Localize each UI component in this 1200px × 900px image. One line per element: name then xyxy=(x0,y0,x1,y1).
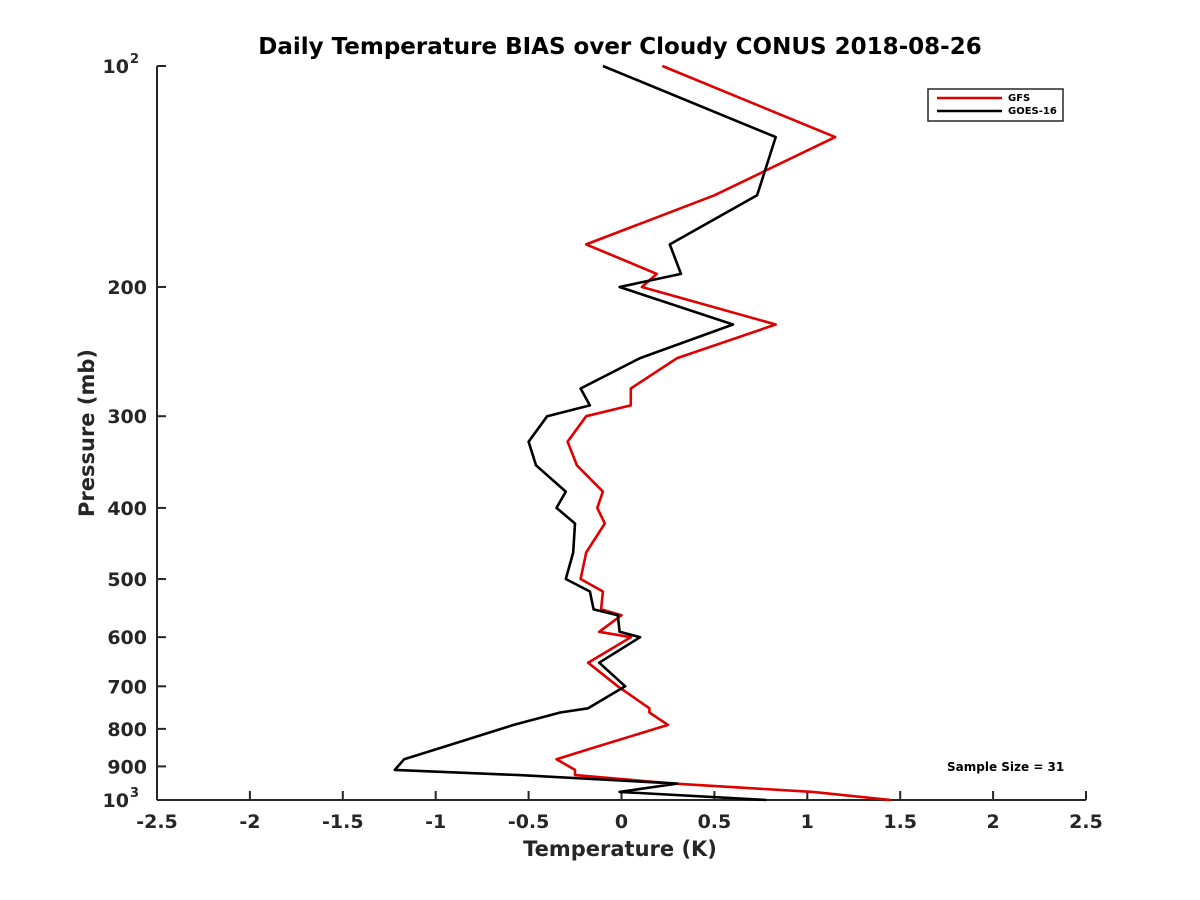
y-tick-label-power-base: 10 xyxy=(103,790,129,812)
y-tick-label-power-base: 10 xyxy=(103,56,129,78)
x-tick-label: -1.5 xyxy=(322,811,364,833)
legend-box xyxy=(927,88,1064,122)
y-tick-label: 800 xyxy=(107,719,147,741)
y-tick-label: 600 xyxy=(107,627,147,649)
y-tick-label: 900 xyxy=(107,756,147,778)
y-tick-label-power-exp: 3 xyxy=(130,786,139,801)
x-tick-label: 0.5 xyxy=(698,811,732,833)
y-tick-label: 400 xyxy=(107,498,147,520)
chart-title: Daily Temperature BIAS over Cloudy CONUS… xyxy=(258,34,981,60)
legend: GFS GOES-16 xyxy=(927,88,1064,122)
legend-label-gfs: GFS xyxy=(1008,93,1030,104)
x-tick-label: 2 xyxy=(986,811,999,833)
x-tick-label: 1 xyxy=(801,811,814,833)
x-tick-label: -2.5 xyxy=(136,811,178,833)
y-tick-label: 500 xyxy=(107,569,147,591)
y-tick-label-power-exp: 2 xyxy=(130,52,139,67)
x-axis-label: Temperature (K) xyxy=(523,837,717,861)
x-tick-label: -1 xyxy=(425,811,446,833)
y-axis-label: Pressure (mb) xyxy=(75,349,99,517)
x-tick-label: 0 xyxy=(615,811,628,833)
x-axis-ticks: -2.5 -2 -1.5 -1 -0.5 0 0.5 1 1.5 2 2.5 xyxy=(136,791,1103,833)
x-tick-label: 2.5 xyxy=(1069,811,1103,833)
series-line-goes-16 xyxy=(393,64,778,802)
y-tick-label: 300 xyxy=(107,406,147,428)
y-tick-label: 700 xyxy=(107,676,147,698)
series-lines xyxy=(393,64,892,802)
x-tick-label: 1.5 xyxy=(883,811,917,833)
y-tick-label: 200 xyxy=(107,277,147,299)
x-tick-label: -0.5 xyxy=(508,811,550,833)
x-tick-label: -2 xyxy=(239,811,260,833)
sample-size-annotation: Sample Size = 31 xyxy=(947,760,1064,774)
legend-label-goes16: GOES-16 xyxy=(1008,106,1057,117)
series-line-gfs xyxy=(555,64,892,802)
